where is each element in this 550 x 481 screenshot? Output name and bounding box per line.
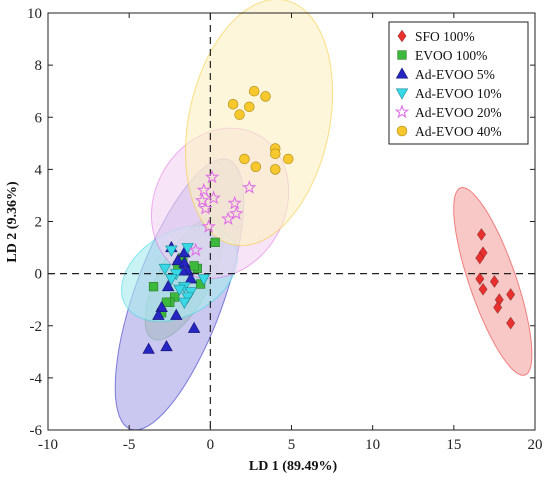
legend-marker xyxy=(397,29,407,43)
data-point xyxy=(506,316,516,330)
legend-label: Ad-EVOO 5% xyxy=(415,67,495,82)
data-point xyxy=(283,153,294,165)
data-point xyxy=(234,109,245,120)
x-tick-label: -10 xyxy=(38,437,58,453)
data-point xyxy=(178,297,191,309)
legend-marker xyxy=(396,125,408,137)
x-axis: -10 -5 0 5 10 15 20 xyxy=(38,13,543,453)
x-tick-label: 15 xyxy=(446,437,461,453)
y-axis: -6 -4 -2 0 2 4 6 8 10 xyxy=(27,6,535,439)
data-point xyxy=(242,180,257,194)
y-tick-label: 0 xyxy=(35,267,43,283)
x-tick-label: 5 xyxy=(288,437,296,453)
data-point xyxy=(204,169,220,184)
data-point xyxy=(189,261,199,271)
data-point xyxy=(152,308,165,320)
data-point xyxy=(229,206,244,220)
legend: SFO 100% EVOO 100% Ad-EVOO 5% Ad-EVOO 10% Ad… xyxy=(388,21,529,145)
data-point xyxy=(250,161,262,172)
y-tick-label: 8 xyxy=(35,58,43,74)
data-point xyxy=(206,190,221,205)
data-point xyxy=(161,280,175,292)
data-point xyxy=(270,164,281,175)
data-point xyxy=(227,98,239,110)
data-point xyxy=(506,287,516,301)
legend-marker xyxy=(395,67,409,79)
data-point xyxy=(171,253,185,266)
data-point xyxy=(244,101,255,113)
x-tick-label: 10 xyxy=(365,437,380,453)
legend-label: EVOO 100% xyxy=(415,48,487,63)
y-tick-label: 4 xyxy=(35,162,43,178)
data-point xyxy=(227,195,242,210)
x-tick-label: -5 xyxy=(123,437,136,453)
x-tick-label: 0 xyxy=(207,437,215,453)
legend-label: Ad-EVOO 40% xyxy=(415,124,502,139)
data-point xyxy=(270,148,281,159)
data-point xyxy=(173,284,186,296)
data-point xyxy=(165,245,178,257)
y-tick-label: 6 xyxy=(35,110,43,126)
data-point xyxy=(170,292,180,302)
data-point xyxy=(239,153,250,165)
data-point xyxy=(158,263,172,276)
y-axis-title: LD 2 (9.36%) xyxy=(5,181,20,263)
y-tick-label: -6 xyxy=(30,423,43,439)
y-tick-label: 10 xyxy=(27,6,42,22)
x-axis-title: LD 1 (89.49%) xyxy=(249,459,338,474)
confidence-ellipse-5 xyxy=(184,0,334,247)
data-point xyxy=(148,282,159,292)
data-point xyxy=(165,274,178,286)
data-point xyxy=(187,321,201,333)
x-tick-label: 20 xyxy=(528,437,543,453)
data-point xyxy=(221,211,236,225)
legend-label: Ad-EVOO 20% xyxy=(415,105,502,120)
data-point xyxy=(248,85,260,97)
data-point xyxy=(195,279,206,289)
data-point xyxy=(197,274,211,286)
data-point xyxy=(478,282,488,296)
data-point xyxy=(170,308,183,320)
data-point xyxy=(196,182,211,197)
legend-label: SFO 100% xyxy=(415,29,475,44)
data-point xyxy=(476,228,486,242)
data-point xyxy=(160,339,173,352)
data-point xyxy=(475,272,485,286)
data-point xyxy=(489,274,499,288)
data-point xyxy=(195,193,210,207)
reference-lines xyxy=(48,13,535,430)
y-tick-label: -4 xyxy=(30,371,43,387)
data-point xyxy=(210,237,220,247)
y-tick-label: -2 xyxy=(30,319,43,335)
legend-marker xyxy=(395,88,409,100)
data-point xyxy=(155,300,168,313)
data-point xyxy=(260,91,271,102)
legend-label: Ad-EVOO 10% xyxy=(415,86,502,101)
data-point xyxy=(142,342,155,354)
data-point xyxy=(493,300,503,315)
legend-marker xyxy=(394,104,410,119)
legend-box xyxy=(388,21,529,145)
y-tick-label: 2 xyxy=(35,215,43,231)
data-point xyxy=(198,200,213,215)
data-point xyxy=(188,242,203,257)
data-point xyxy=(184,272,198,284)
points-layer xyxy=(142,85,516,354)
data-point xyxy=(201,219,216,233)
data-point xyxy=(475,251,485,265)
legend-marker xyxy=(397,50,407,60)
